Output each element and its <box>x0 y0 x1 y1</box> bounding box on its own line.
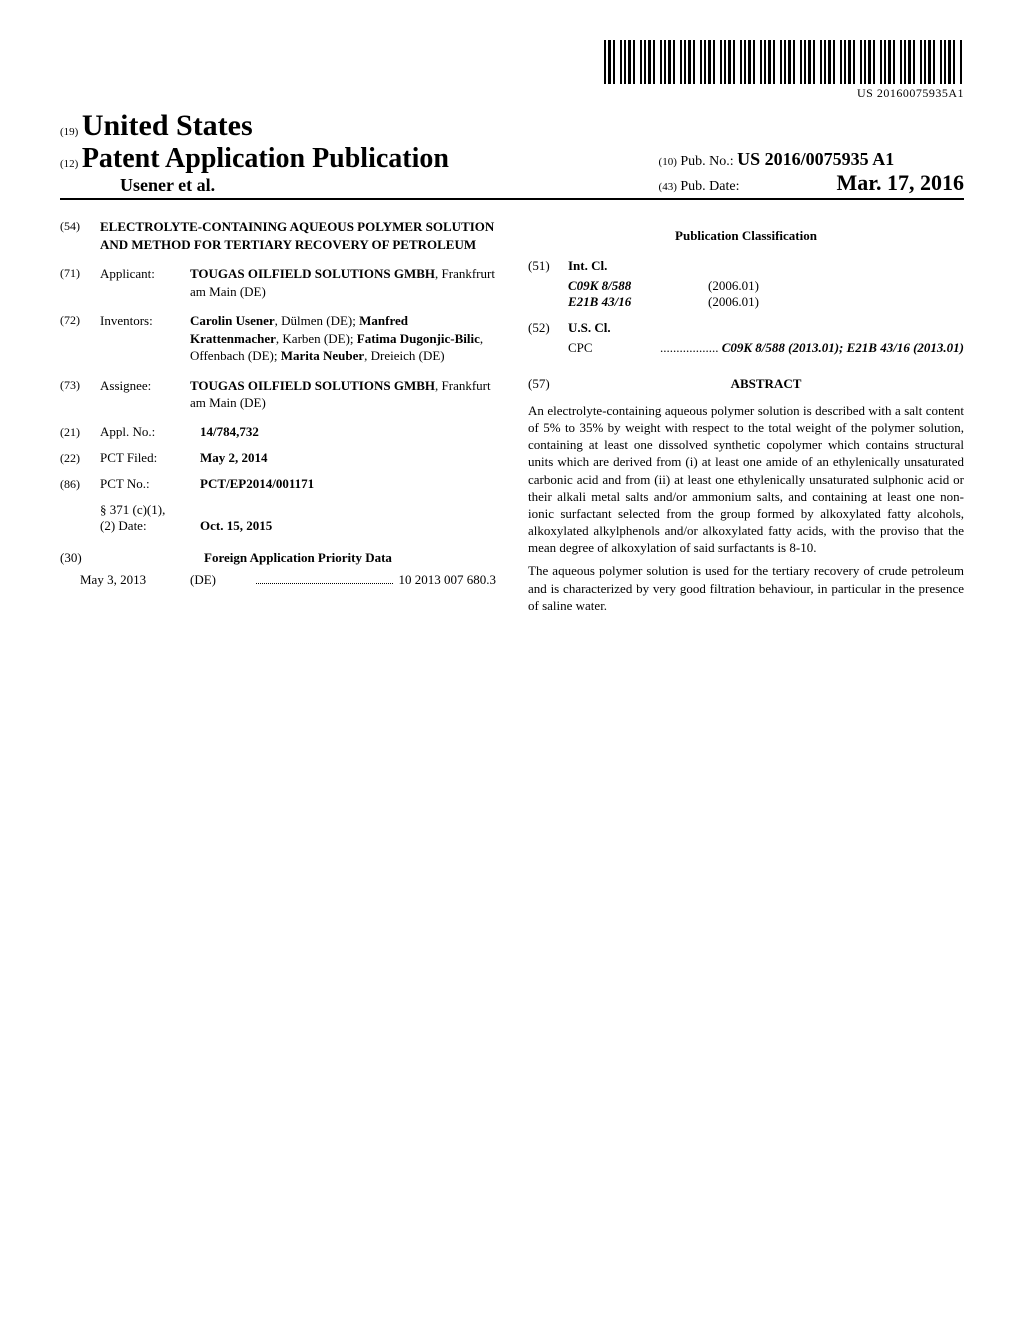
pctno-label: PCT No.: <box>100 476 200 492</box>
left-column: (54) ELECTROLYTE-CONTAINING AQUEOUS POLY… <box>60 218 496 620</box>
cpc-lead: CPC <box>568 340 593 356</box>
s371-date: Oct. 15, 2015 <box>200 518 272 534</box>
publication-date: Mar. 17, 2016 <box>836 170 964 195</box>
leader-dots <box>256 568 393 584</box>
inid-52: (52) <box>528 320 568 336</box>
cpc-line: CPC .................. C09K 8/588 (2013.… <box>568 340 964 356</box>
s371-label: § 371 (c)(1), <box>100 502 496 518</box>
abstract-body: An electrolyte-containing aqueous polyme… <box>528 402 964 614</box>
pubno-label: Pub. No.: <box>680 154 733 169</box>
assignee-label: Assignee: <box>100 377 190 412</box>
field-us-cl: (52) U.S. Cl. <box>528 320 964 336</box>
publication-number: US 2016/0075935 A1 <box>737 149 894 169</box>
inventor-name: Marita Neuber <box>281 348 364 363</box>
applicant-label: Applicant: <box>100 265 190 300</box>
field-assignee: (73) Assignee: TOUGAS OILFIELD SOLUTIONS… <box>60 377 496 412</box>
appl-number: 14/784,732 <box>200 424 259 440</box>
main-columns: (54) ELECTROLYTE-CONTAINING AQUEOUS POLY… <box>60 218 964 620</box>
barcode-block: US 20160075935A1 <box>60 40 964 101</box>
s371-date-label: (2) Date: <box>100 518 200 534</box>
publication-type: Patent Application Publication <box>82 143 449 174</box>
right-column: Publication Classification (51) Int. Cl.… <box>528 218 964 620</box>
inventors-list: Carolin Usener, Dülmen (DE); Manfred Kra… <box>190 312 496 365</box>
inid-pubtype: (12) <box>60 158 78 170</box>
country-name: United States <box>82 109 253 142</box>
applicant-name: TOUGAS OILFIELD SOLUTIONS GMBH <box>190 266 435 281</box>
field-371: § 371 (c)(1), (2) Date: Oct. 15, 2015 <box>100 502 496 534</box>
inventor-name: Carolin Usener <box>190 313 275 328</box>
intcl-code: C09K 8/588 <box>568 278 708 294</box>
field-appl-no: (21) Appl. No.: 14/784,732 <box>60 424 496 440</box>
field-title: (54) ELECTROLYTE-CONTAINING AQUEOUS POLY… <box>60 218 496 253</box>
field-int-cl: (51) Int. Cl. <box>528 258 964 274</box>
field-inventors: (72) Inventors: Carolin Usener, Dülmen (… <box>60 312 496 365</box>
inid-73: (73) <box>60 377 100 412</box>
abstract-p2: The aqueous polymer solution is used for… <box>528 562 964 613</box>
header: (19) United States (12) Patent Applicati… <box>60 109 964 200</box>
intcl-table: C09K 8/588 (2006.01) E21B 43/16 (2006.01… <box>568 278 964 310</box>
abstract-heading: ABSTRACT <box>568 376 964 392</box>
inid-21: (21) <box>60 425 100 440</box>
intcl-year: (2006.01) <box>708 278 759 294</box>
field-pct-filed: (22) PCT Filed: May 2, 2014 <box>60 450 496 466</box>
inid-22: (22) <box>60 451 100 466</box>
foreign-priority-heading: Foreign Application Priority Data <box>100 550 496 566</box>
table-row: E21B 43/16 (2006.01) <box>568 294 964 310</box>
classification-heading: Publication Classification <box>528 228 964 244</box>
inid-72: (72) <box>60 312 100 365</box>
inid-51: (51) <box>528 258 568 274</box>
pct-filed-date: May 2, 2014 <box>200 450 268 466</box>
inventor-loc: , Dreieich (DE) <box>364 348 445 363</box>
pctfiled-label: PCT Filed: <box>100 450 200 466</box>
applicant-value: TOUGAS OILFIELD SOLUTIONS GMBH, Frankfru… <box>190 265 496 300</box>
inid-86: (86) <box>60 477 100 492</box>
uscl-label: U.S. Cl. <box>568 320 611 336</box>
header-left: (19) United States (12) Patent Applicati… <box>60 109 449 196</box>
assignee-name: TOUGAS OILFIELD SOLUTIONS GMBH <box>190 378 435 393</box>
header-right: (10) Pub. No.: US 2016/0075935 A1 (43) P… <box>659 149 964 196</box>
priority-date: May 3, 2013 <box>80 572 190 588</box>
abstract-header: (57) ABSTRACT <box>528 370 964 402</box>
inid-country: (19) <box>60 126 78 138</box>
field-foreign-priority: (30) Foreign Application Priority Data M… <box>60 550 496 588</box>
inid-pubno: (10) <box>659 156 677 168</box>
inid-57: (57) <box>528 376 568 392</box>
cpc-values: C09K 8/588 (2013.01); E21B 43/16 (2013.0… <box>722 340 964 355</box>
applno-label: Appl. No.: <box>100 424 200 440</box>
barcode-text: US 20160075935A1 <box>604 86 964 101</box>
inid-54: (54) <box>60 218 100 253</box>
priority-number: 10 2013 007 680.3 <box>399 572 497 588</box>
author-line: Usener et al. <box>120 175 449 196</box>
barcode-stripes <box>604 40 964 84</box>
intcl-label: Int. Cl. <box>568 258 607 274</box>
abstract-p1: An electrolyte-containing aqueous polyme… <box>528 402 964 556</box>
pct-number: PCT/EP2014/001171 <box>200 476 314 492</box>
inventors-label: Inventors: <box>100 312 190 365</box>
intcl-year: (2006.01) <box>708 294 759 310</box>
field-applicant: (71) Applicant: TOUGAS OILFIELD SOLUTION… <box>60 265 496 300</box>
inid-pubdate: (43) <box>659 181 677 193</box>
inventor-name: Fatima Dugonjic-Bilic <box>357 331 480 346</box>
priority-country: (DE) <box>190 572 250 588</box>
pubdate-label: Pub. Date: <box>680 179 739 194</box>
inventor-loc: , Karben (DE); <box>276 331 354 346</box>
inventor-loc: , Dülmen (DE); <box>275 313 356 328</box>
field-pct-no: (86) PCT No.: PCT/EP2014/001171 <box>60 476 496 492</box>
inid-71: (71) <box>60 265 100 300</box>
barcode: US 20160075935A1 <box>604 40 964 101</box>
inid-30: (30) <box>60 550 100 566</box>
table-row: C09K 8/588 (2006.01) <box>568 278 964 294</box>
invention-title: ELECTROLYTE-CONTAINING AQUEOUS POLYMER S… <box>100 218 496 253</box>
assignee-value: TOUGAS OILFIELD SOLUTIONS GMBH, Frankfur… <box>190 377 496 412</box>
intcl-code: E21B 43/16 <box>568 294 708 310</box>
